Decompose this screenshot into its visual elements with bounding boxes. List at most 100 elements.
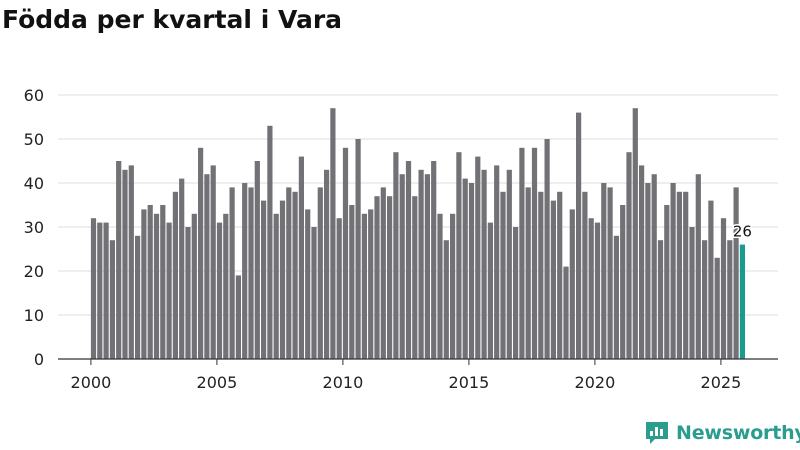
bar: [620, 205, 626, 359]
bar: [607, 187, 613, 359]
bar: [122, 169, 128, 359]
bar: [626, 152, 632, 359]
bar: [216, 222, 223, 359]
y-tick-label: 10: [24, 306, 44, 325]
newsworthy-logo-icon: [646, 422, 668, 444]
bar: [582, 191, 588, 359]
bar: [349, 205, 355, 359]
grid-lines: [58, 94, 778, 316]
bar: [689, 227, 695, 359]
bar: [702, 240, 708, 359]
bar: [683, 191, 689, 359]
newsworthy-logo: Newsworthy: [644, 420, 800, 446]
bar: [279, 200, 286, 359]
brand-name: Newsworthy: [676, 422, 800, 444]
bar: [494, 165, 500, 359]
bar: [733, 187, 739, 359]
bar: [172, 191, 178, 359]
bar: [103, 222, 109, 359]
bar: [179, 178, 185, 359]
x-tick-label: 2020: [575, 373, 616, 392]
bar: [242, 183, 248, 359]
bar: [468, 183, 475, 359]
bar: [399, 174, 405, 359]
bar: [525, 187, 531, 359]
bar: [223, 213, 229, 359]
bar: [412, 196, 418, 359]
bar: [550, 200, 556, 359]
bar: [664, 205, 670, 359]
bar: [198, 147, 204, 359]
bar: [720, 218, 727, 359]
bar: [135, 235, 141, 359]
y-tick-label: 40: [24, 174, 44, 193]
bar: [531, 147, 538, 359]
bar: [613, 235, 619, 359]
bar: [437, 213, 443, 359]
bar: [576, 112, 582, 359]
bar: [204, 174, 210, 359]
bar: [160, 205, 166, 359]
bar: [90, 218, 97, 359]
data-label: 26: [733, 223, 752, 241]
bar: [361, 213, 367, 359]
bar: [563, 266, 569, 359]
y-tick-label: 30: [24, 218, 44, 237]
bar: [342, 147, 349, 359]
bar: [317, 187, 323, 359]
annotations: 26: [731, 221, 753, 242]
bar: [116, 161, 122, 359]
bar: [601, 183, 607, 359]
bar: [286, 187, 292, 359]
y-tick-label: 60: [24, 86, 44, 105]
bar: [97, 222, 103, 359]
bar: [714, 257, 720, 359]
bar: [166, 222, 172, 359]
bar: [273, 213, 279, 359]
x-tick-label: 2010: [323, 373, 364, 392]
bar: [355, 139, 361, 359]
bar: [418, 169, 424, 359]
bar: [500, 191, 506, 359]
bar: [185, 227, 191, 359]
bar: [639, 165, 645, 359]
bar: [311, 227, 317, 359]
bar: [191, 213, 197, 359]
x-tick-label: 2015: [449, 373, 490, 392]
bar: [292, 191, 298, 359]
bar: [632, 108, 638, 359]
y-axis-tick-labels: 0 10 20 30 40 50 60: [24, 86, 44, 369]
bar: [727, 240, 733, 359]
y-tick-label: 20: [24, 262, 44, 281]
bar: [298, 156, 304, 359]
bar: [676, 191, 682, 359]
bar: [141, 209, 147, 359]
bar: [487, 222, 493, 359]
bar: [481, 169, 487, 359]
bar: [475, 156, 481, 359]
bar: [267, 125, 273, 359]
bar: [324, 169, 330, 359]
bar: [588, 218, 594, 359]
bar: [431, 161, 437, 359]
bar: [670, 183, 676, 359]
bar: [336, 218, 342, 359]
bar: [380, 187, 386, 359]
bar: [374, 196, 380, 359]
bar: [443, 240, 449, 359]
bar: [387, 196, 393, 359]
bar: [254, 161, 260, 359]
y-tick-label: 50: [24, 130, 44, 149]
x-tick-label: 2000: [71, 373, 112, 392]
bar: [368, 209, 374, 359]
x-tick-label: 2005: [197, 373, 238, 392]
x-tick-label: 2025: [701, 373, 742, 392]
bar: [462, 178, 468, 359]
bar: [261, 200, 267, 359]
bar: [153, 213, 160, 359]
bar: [519, 147, 525, 359]
bar: [594, 222, 601, 359]
bars: [90, 108, 745, 359]
x-axis: 2000 2005 2010 2015 2020 2025: [58, 358, 778, 392]
